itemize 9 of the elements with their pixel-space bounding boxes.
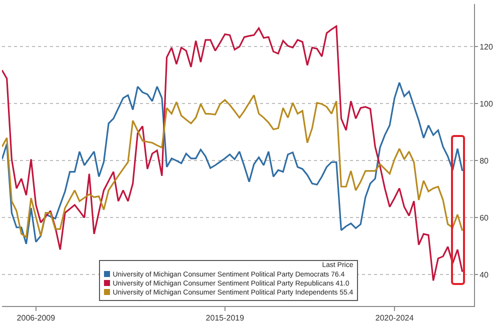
x-tick-label: 2006-2009: [16, 314, 56, 323]
y-tick-label: 120: [480, 42, 494, 52]
y-tick-label: 100: [480, 100, 494, 109]
line-series: [2, 25, 464, 282]
y-tick-label: 40: [480, 270, 490, 280]
y-tick-label: 60: [480, 213, 490, 222]
y-tick-label: 80: [480, 156, 490, 166]
x-tick-label: 2020-2024: [375, 314, 414, 323]
x-tick-label: 2015-2019: [206, 314, 245, 323]
